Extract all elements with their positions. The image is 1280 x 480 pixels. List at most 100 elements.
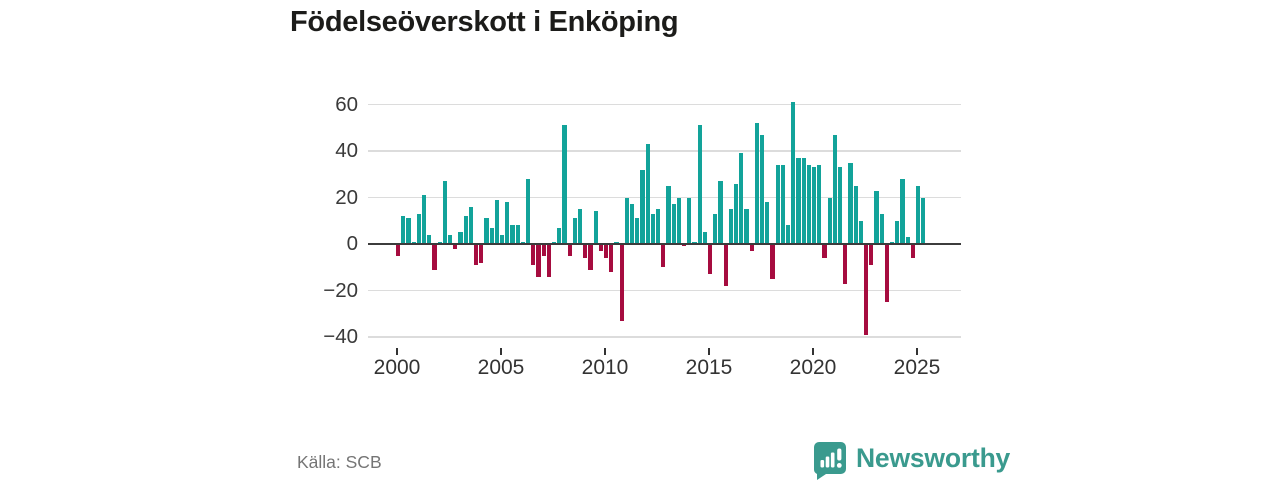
positive-bar [739, 153, 744, 244]
y-tick-label: 0 [346, 232, 358, 255]
negative-bar [770, 244, 775, 279]
positive-bar [510, 225, 515, 244]
positive-bar [572, 218, 577, 244]
positive-bar [635, 218, 640, 244]
x-tick-mark [604, 348, 607, 355]
positive-bar [775, 164, 780, 244]
positive-bar [505, 202, 510, 244]
negative-bar [474, 244, 479, 265]
positive-bar [463, 216, 468, 244]
negative-bar [609, 244, 614, 272]
positive-bar [801, 157, 806, 244]
y-grid-line [368, 336, 961, 338]
positive-bar [838, 167, 843, 244]
positive-bar [718, 181, 723, 244]
positive-bar [671, 204, 676, 244]
x-tick-mark [916, 348, 919, 355]
source-note: Källa: SCB [297, 452, 382, 472]
negative-bar [531, 244, 536, 265]
positive-bar [489, 227, 494, 244]
positive-bar [578, 209, 583, 244]
positive-bar [500, 234, 505, 244]
positive-bar [765, 202, 770, 244]
positive-bar [791, 102, 796, 244]
x-tick-label: 2005 [477, 356, 525, 379]
negative-bar [749, 244, 754, 251]
positive-bar [905, 237, 910, 244]
positive-bar [796, 157, 801, 244]
negative-bar [604, 244, 609, 258]
positive-bar [728, 209, 733, 244]
x-tick-mark [500, 348, 503, 355]
positive-bar [734, 183, 739, 244]
x-tick-mark [708, 348, 711, 355]
negative-bar [619, 244, 624, 321]
positive-bar [650, 213, 655, 244]
negative-bar [541, 244, 546, 256]
y-tick-label: 60 [335, 92, 358, 116]
positive-bar [848, 162, 853, 244]
positive-bar [515, 225, 520, 244]
positive-bar [760, 134, 765, 244]
positive-bar [780, 164, 785, 244]
positive-bar [786, 225, 791, 244]
bar-chart-speech-bubble-icon [814, 442, 846, 480]
positive-bar [562, 125, 567, 244]
positive-bar [427, 234, 432, 244]
positive-bar [697, 125, 702, 244]
positive-bar [593, 211, 598, 244]
positive-bar [853, 185, 858, 244]
y-tick-label: −40 [323, 325, 358, 348]
positive-bar [858, 220, 863, 244]
x-tick-label: 2015 [685, 356, 733, 379]
x-tick-mark [812, 348, 815, 355]
x-tick-label: 2025 [893, 356, 941, 379]
positive-bar [874, 190, 879, 244]
positive-bar [468, 206, 473, 244]
y-grid-line [368, 196, 961, 199]
positive-bar [754, 123, 759, 244]
newsworthy-wordmark: Newsworthy [856, 443, 1011, 473]
positive-bar [401, 216, 406, 244]
positive-bar [879, 213, 884, 244]
positive-bar [921, 197, 926, 244]
negative-bar [843, 244, 848, 284]
positive-bar [832, 134, 837, 244]
y-grid-line [368, 103, 961, 106]
x-tick-label: 2000 [373, 356, 421, 379]
negative-bar [588, 244, 593, 270]
positive-bar [827, 197, 832, 244]
positive-bar [526, 178, 531, 244]
negative-bar [884, 244, 889, 303]
positive-bar [640, 169, 645, 244]
positive-bar [557, 227, 562, 244]
x-tick-label: 2010 [581, 356, 629, 379]
positive-bar [656, 209, 661, 244]
negative-bar [536, 244, 541, 277]
y-tick-label: 40 [335, 139, 358, 162]
y-tick-label: −20 [323, 278, 358, 302]
positive-bar [458, 232, 463, 244]
positive-bar [416, 213, 421, 244]
positive-bar [484, 218, 489, 244]
x-tick-label: 2020 [789, 356, 837, 379]
negative-bar [822, 244, 827, 258]
negative-bar [864, 244, 869, 335]
positive-bar [666, 185, 671, 244]
positive-bar [817, 164, 822, 244]
negative-bar [910, 244, 915, 258]
x-tick-mark [396, 348, 399, 355]
y-grid-line [368, 289, 961, 292]
positive-bar [702, 232, 707, 244]
chart-title: Födelseöverskott i Enköping [290, 6, 679, 38]
positive-bar [630, 204, 635, 244]
positive-bar [448, 234, 453, 244]
positive-bar [624, 197, 629, 244]
positive-bar [687, 197, 692, 244]
y-grid-line [368, 150, 961, 152]
negative-bar [432, 244, 437, 270]
positive-bar [812, 167, 817, 244]
positive-bar [442, 181, 447, 244]
positive-bar [744, 209, 749, 244]
negative-bar [723, 244, 728, 286]
